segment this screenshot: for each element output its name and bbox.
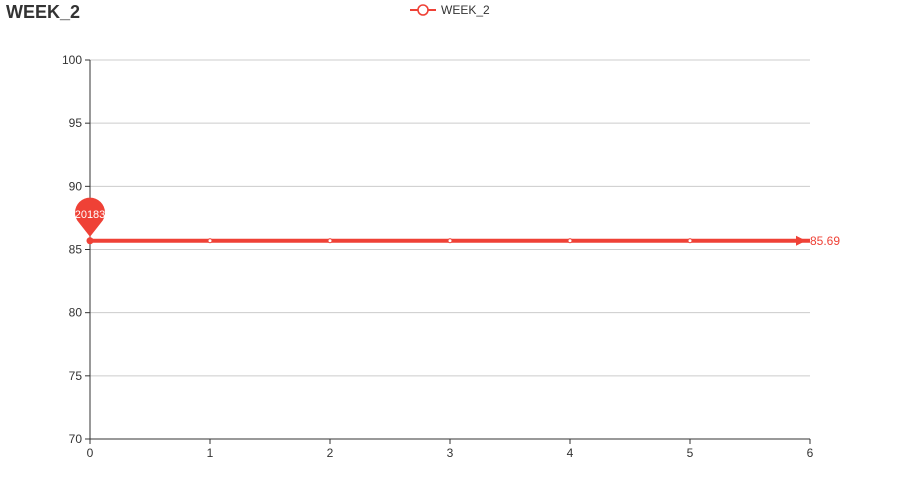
y-tick-label: 95 [69, 116, 83, 130]
pin-anchor-dot [87, 237, 94, 244]
x-tick-label: 4 [567, 446, 574, 460]
x-tick-label: 6 [807, 446, 814, 460]
data-point [328, 239, 332, 243]
x-tick-label: 1 [207, 446, 214, 460]
pin-label: 20183 [75, 209, 106, 221]
data-point [688, 239, 692, 243]
y-tick-label: 70 [69, 432, 83, 446]
x-tick-label: 0 [87, 446, 94, 460]
y-tick-label: 75 [69, 369, 83, 383]
y-tick-label: 100 [62, 53, 82, 67]
data-point [568, 239, 572, 243]
x-tick-label: 2 [327, 446, 334, 460]
y-tick-label: 80 [69, 306, 83, 320]
x-tick-label: 5 [687, 446, 694, 460]
y-tick-label: 90 [69, 179, 83, 193]
data-point [208, 239, 212, 243]
series-end-arrow [796, 236, 806, 246]
end-value-label: 85.69 [810, 234, 840, 248]
y-tick-label: 85 [69, 243, 83, 257]
x-tick-label: 3 [447, 446, 454, 460]
data-point [448, 239, 452, 243]
